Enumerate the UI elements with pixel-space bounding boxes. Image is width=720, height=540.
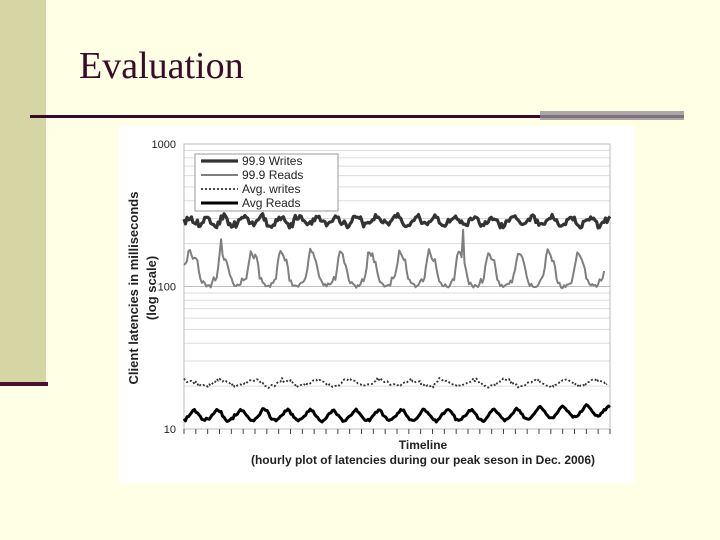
legend-label-avg-writes: Avg. writes xyxy=(242,182,300,196)
title-underline-accent-line xyxy=(540,115,684,118)
series-line-0 xyxy=(182,211,612,230)
title-underline-accent xyxy=(540,111,684,120)
legend-label-writes-999: 99.9 Writes xyxy=(242,154,302,168)
legend-label-reads-999: 99.9 Reads xyxy=(242,168,303,182)
chart-panel: 10 100 1000 99.9 Writes 99.9 Reads Avg. wr… xyxy=(119,126,635,483)
series-line-3 xyxy=(182,403,611,424)
y-axis-sublabel: (log scale) xyxy=(144,256,159,320)
series-lines xyxy=(182,211,612,424)
latency-chart: 10 100 1000 99.9 Writes 99.9 Reads Avg. wr… xyxy=(126,139,612,467)
y-tick-label: 1000 xyxy=(152,139,176,151)
legend-label-avg-reads: Avg Reads xyxy=(242,196,300,210)
slide-sidebar-accent xyxy=(0,0,46,382)
x-axis-ticks xyxy=(183,429,611,434)
y-tick-label: 10 xyxy=(164,424,176,436)
series-line-1 xyxy=(183,228,606,290)
y-axis-tick-labels: 10 100 1000 xyxy=(152,139,176,436)
slide-sidebar-rule xyxy=(0,382,48,386)
series-line-2 xyxy=(183,377,608,389)
legend: 99.9 Writes 99.9 Reads Avg. writes Avg R… xyxy=(194,153,339,212)
x-axis-sublabel: (hourly plot of latencies during our pea… xyxy=(251,453,595,467)
title-underline xyxy=(30,115,542,118)
y-axis-label: Client latencies in milliseconds xyxy=(126,192,141,385)
slide-title: Evaluation xyxy=(79,45,244,87)
y-tick-label: 100 xyxy=(158,282,176,294)
x-axis-label: Timeline xyxy=(399,438,448,452)
